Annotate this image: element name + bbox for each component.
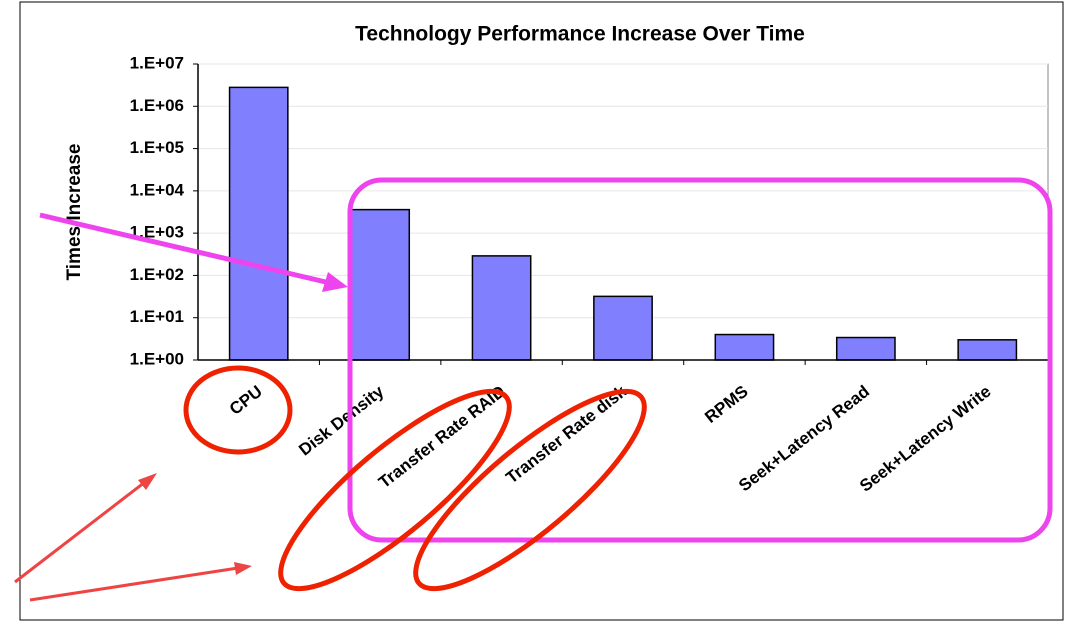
y-tick-label: 1.E+02 bbox=[130, 265, 184, 284]
bar bbox=[714, 333, 775, 361]
bar bbox=[957, 339, 1018, 361]
highlight-ellipse bbox=[278, 388, 512, 592]
arrow bbox=[14, 480, 146, 584]
arrow bbox=[39, 212, 331, 286]
y-tick-label: 1.E+04 bbox=[130, 180, 185, 199]
bar bbox=[835, 336, 896, 361]
y-tick-label: 1.E+06 bbox=[130, 96, 184, 115]
bar bbox=[350, 208, 411, 361]
chart-title: Technology Performance Increase Over Tim… bbox=[355, 23, 805, 46]
y-tick-label: 1.E+01 bbox=[130, 307, 184, 326]
arrow bbox=[29, 566, 239, 602]
bar bbox=[228, 86, 289, 361]
y-tick-label: 1.E+05 bbox=[130, 138, 184, 157]
highlight-ellipse bbox=[183, 365, 293, 455]
y-tick-label: 1.E+00 bbox=[130, 349, 184, 368]
y-tick-label: 1.E+07 bbox=[130, 53, 184, 72]
bar bbox=[593, 295, 653, 361]
arrow-head bbox=[138, 473, 157, 490]
highlight-box bbox=[347, 177, 1053, 543]
highlight-ellipse bbox=[413, 388, 647, 592]
y-axis-label: Times Increase bbox=[64, 144, 85, 281]
bar bbox=[471, 255, 532, 361]
annotations bbox=[14, 177, 1053, 602]
arrow-head bbox=[234, 562, 252, 575]
arrow-head bbox=[322, 272, 348, 292]
